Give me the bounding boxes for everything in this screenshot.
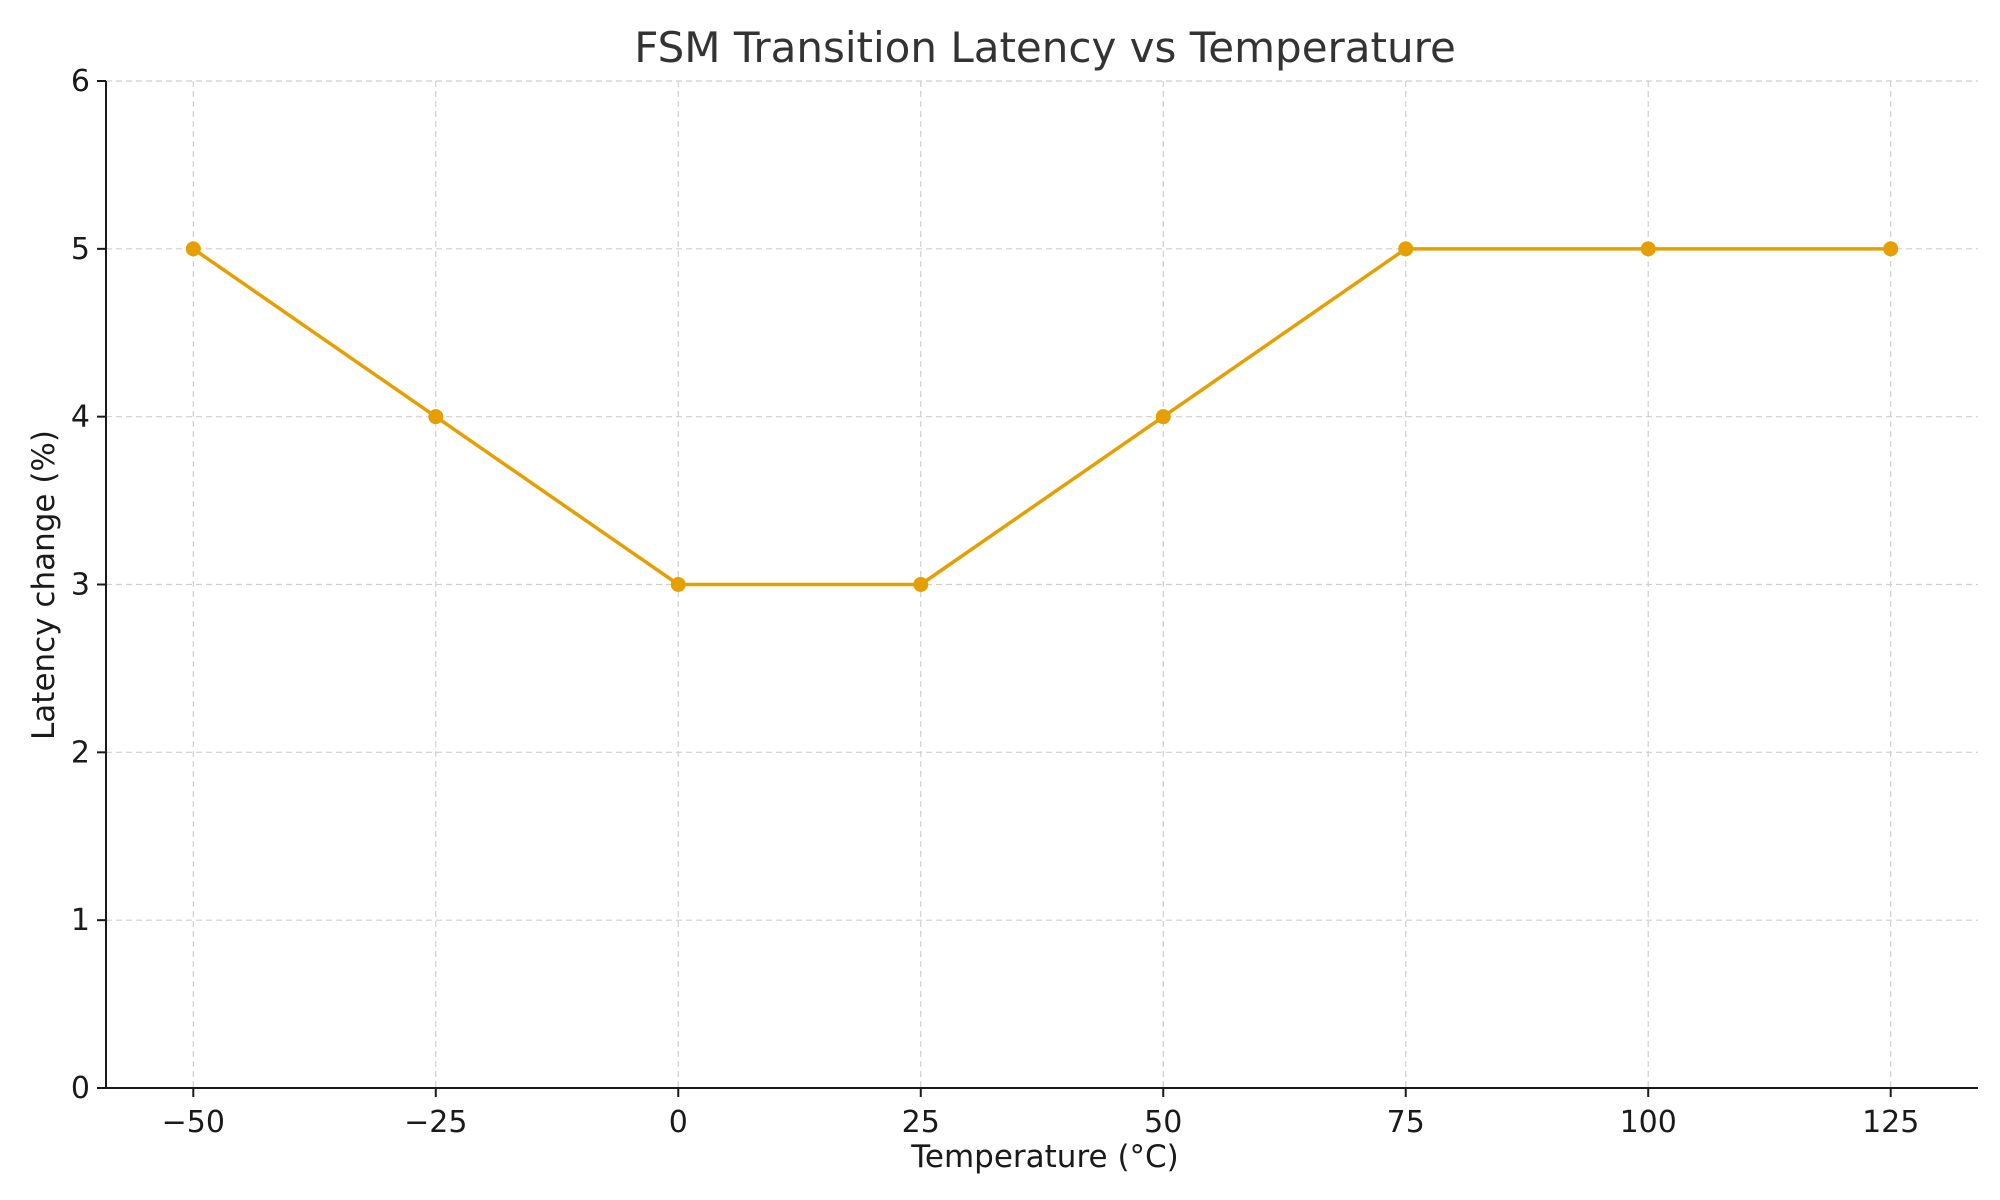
grid — [106, 80, 1978, 1088]
x-tick-label: 50 — [1144, 1105, 1182, 1140]
x-tick-label: 75 — [1387, 1105, 1425, 1140]
data-point[interactable] — [185, 241, 201, 257]
data-point[interactable] — [1640, 241, 1656, 257]
y-axis-label: Latency change (%) — [26, 430, 62, 740]
data-point[interactable] — [1883, 241, 1899, 257]
x-tick-label: 125 — [1862, 1105, 1919, 1140]
x-tick-label: 100 — [1620, 1105, 1677, 1140]
y-tick-label: 5 — [71, 232, 90, 267]
y-tick-label: 4 — [71, 400, 90, 435]
y-tick-label: 6 — [71, 64, 90, 99]
chart-title: FSM Transition Latency vs Temperature — [634, 23, 1456, 72]
y-tick-label: 1 — [71, 903, 90, 938]
data-point[interactable] — [1155, 409, 1171, 425]
ticks: −50 −25 0 25 50 75 100 125 0 1 2 3 4 5 6 — [71, 64, 1919, 1140]
data-point[interactable] — [1398, 241, 1414, 257]
x-tick-label: 0 — [669, 1105, 688, 1140]
x-tick-label: −50 — [162, 1105, 225, 1140]
series-line — [192, 247, 1891, 587]
data-point[interactable] — [913, 577, 929, 592]
data-point[interactable] — [428, 409, 444, 425]
series — [185, 241, 1899, 592]
x-tick-label: 25 — [902, 1105, 940, 1140]
y-tick-label: 0 — [71, 1071, 90, 1106]
data-point[interactable] — [670, 577, 686, 592]
y-tick-label: 3 — [71, 568, 90, 603]
x-tick-label: −25 — [404, 1105, 467, 1140]
y-tick-label: 2 — [71, 735, 90, 770]
x-axis-label: Temperature (°C) — [910, 1139, 1179, 1175]
